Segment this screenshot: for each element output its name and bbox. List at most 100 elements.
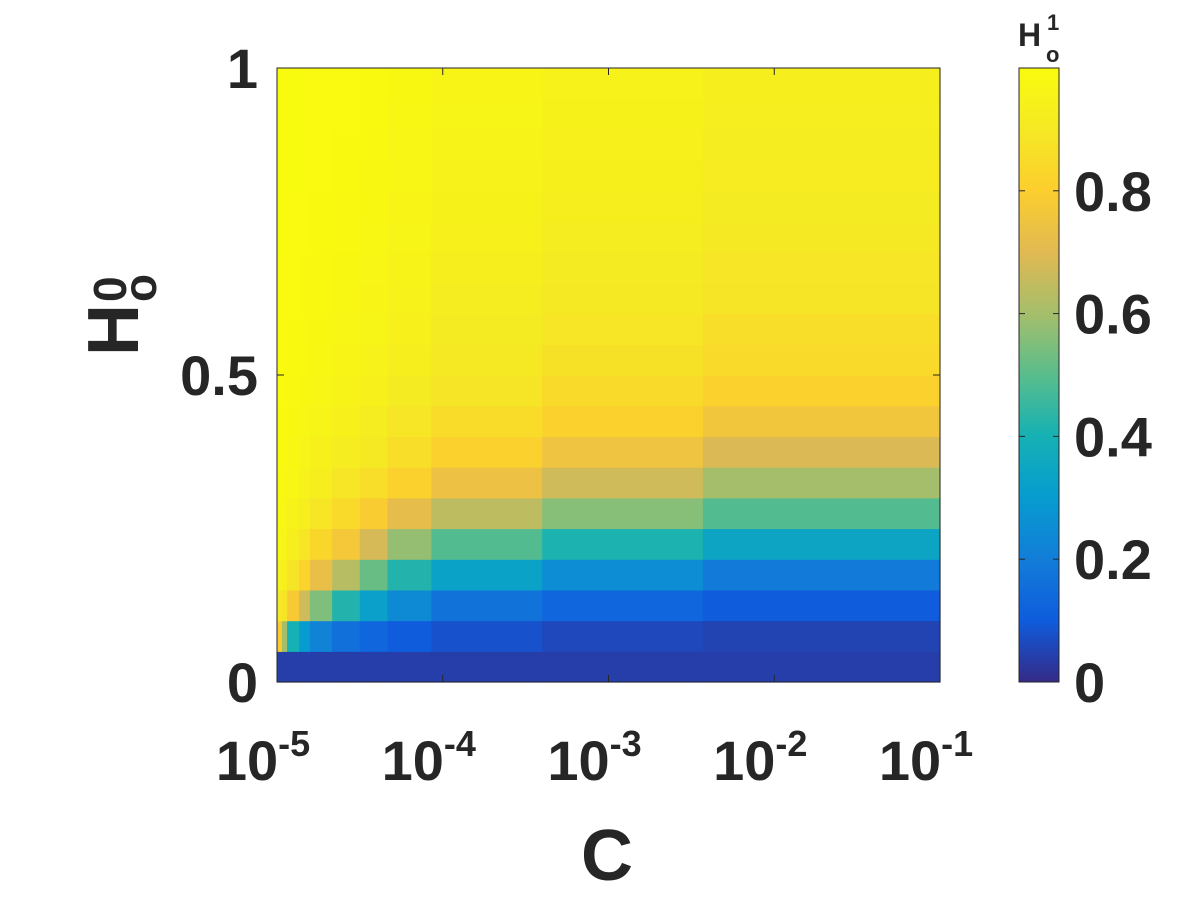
heatmap-cell	[359, 589, 389, 622]
heatmap-cell	[299, 129, 311, 161]
heatmap-cell	[542, 98, 704, 130]
heatmap-cell	[431, 651, 543, 683]
heatmap-cell	[431, 528, 543, 560]
heatmap-cell	[542, 436, 704, 468]
heatmap-cell	[309, 436, 333, 468]
heatmap-cell	[332, 221, 361, 253]
heatmap-cell	[277, 467, 283, 499]
heatmap-cell	[359, 405, 389, 437]
heatmap-cell	[702, 252, 941, 284]
heatmap-cell	[431, 344, 543, 376]
heatmap-cell	[277, 160, 283, 192]
heatmap-cell	[277, 497, 283, 530]
heatmap-cell	[431, 589, 543, 622]
heatmap-cell	[702, 190, 941, 223]
heatmap-cell	[309, 221, 333, 253]
heatmap-cell	[309, 528, 333, 560]
heatmap-cell	[332, 589, 361, 622]
heatmap-cell	[281, 68, 288, 100]
heatmap-cell	[281, 405, 288, 437]
heatmap-cell	[542, 221, 704, 253]
heatmap-cell	[359, 559, 389, 591]
heatmap-cell	[431, 252, 543, 284]
heatmap-cell	[281, 528, 288, 560]
heatmap-cell	[387, 313, 432, 345]
heatmap-cell	[281, 467, 288, 499]
heatmap-cell	[387, 252, 432, 284]
y-tick-label: 1	[227, 37, 258, 100]
heatmap-cell	[387, 129, 432, 161]
heatmap-cell	[542, 467, 704, 499]
heatmap-cell	[277, 405, 283, 437]
heatmap-cell	[431, 129, 543, 161]
heatmap-cell	[542, 405, 704, 437]
heatmap-cell	[281, 190, 288, 223]
heatmap-cell	[277, 620, 283, 652]
heatmap-cell	[281, 313, 288, 345]
axis-ticks	[276, 67, 941, 683]
heatmap-cell	[332, 405, 361, 437]
heatmap-cell	[277, 436, 283, 468]
heatmap-cell	[277, 190, 283, 223]
heatmap-cell	[299, 620, 311, 652]
colorbar-frame	[1018, 67, 1060, 683]
heatmap-cell	[387, 221, 432, 253]
y-axis-label-subscript: o	[114, 274, 166, 302]
heatmap-cell	[542, 190, 704, 223]
heatmap-cell	[359, 68, 389, 100]
heatmap-cell	[387, 405, 432, 437]
heatmap-cell	[281, 221, 288, 253]
heatmap-cell	[309, 252, 333, 284]
colorbar-ticks	[1019, 190, 1059, 683]
heatmap-cell	[359, 221, 389, 253]
heatmap-cell	[431, 497, 543, 530]
heatmap-cell	[287, 528, 300, 560]
heatmap-cell	[431, 405, 543, 437]
svg-text:o: o	[114, 274, 166, 302]
heatmap-cell	[332, 497, 361, 530]
heatmap-cell	[359, 160, 389, 192]
heatmap-cell	[431, 313, 543, 345]
svg-text:o: o	[1046, 42, 1059, 67]
heatmap-cell	[387, 98, 432, 130]
heatmap-cell	[277, 528, 283, 560]
y-axis-label-base: H	[74, 304, 154, 356]
heatmap-cell	[431, 98, 543, 130]
colorbar-tick-label: 0	[1074, 651, 1105, 714]
heatmap-cell	[287, 405, 300, 437]
heatmap-cell	[299, 405, 311, 437]
heatmap-cell	[332, 129, 361, 161]
heatmap-cell	[431, 190, 543, 223]
heatmap-cell	[309, 467, 333, 499]
heatmap-cell	[359, 436, 389, 468]
y-tick-label: 0.5	[180, 344, 258, 407]
heatmap-cell	[387, 68, 432, 100]
heatmap-cell	[281, 98, 288, 130]
heatmap-cell	[299, 497, 311, 530]
heatmap-cell	[299, 589, 311, 622]
heatmap-cell	[702, 436, 941, 468]
heatmap-cell	[332, 98, 361, 130]
heatmap-cells	[277, 68, 941, 683]
heatmap-cell	[287, 497, 300, 530]
heatmap-cell	[702, 589, 941, 622]
heatmap-cell	[542, 497, 704, 530]
heatmap-cell	[542, 375, 704, 407]
heatmap-cell	[299, 68, 311, 100]
heatmap-cell	[299, 221, 311, 253]
heatmap-cell	[287, 620, 300, 652]
heatmap-cell	[702, 467, 941, 499]
heatmap-cell	[542, 252, 704, 284]
heatmap-cell	[542, 160, 704, 192]
heatmap-cell	[332, 190, 361, 223]
x-tick-label: 10-3	[547, 723, 641, 792]
heatmap-cell	[359, 528, 389, 560]
heatmap-cell	[277, 252, 283, 284]
heatmap-cell	[542, 620, 704, 652]
heatmap-cell	[309, 497, 333, 530]
heatmap-cell	[702, 98, 941, 130]
heatmap-cell	[387, 620, 432, 652]
heatmap-cell	[299, 375, 311, 407]
heatmap-cell	[542, 344, 704, 376]
